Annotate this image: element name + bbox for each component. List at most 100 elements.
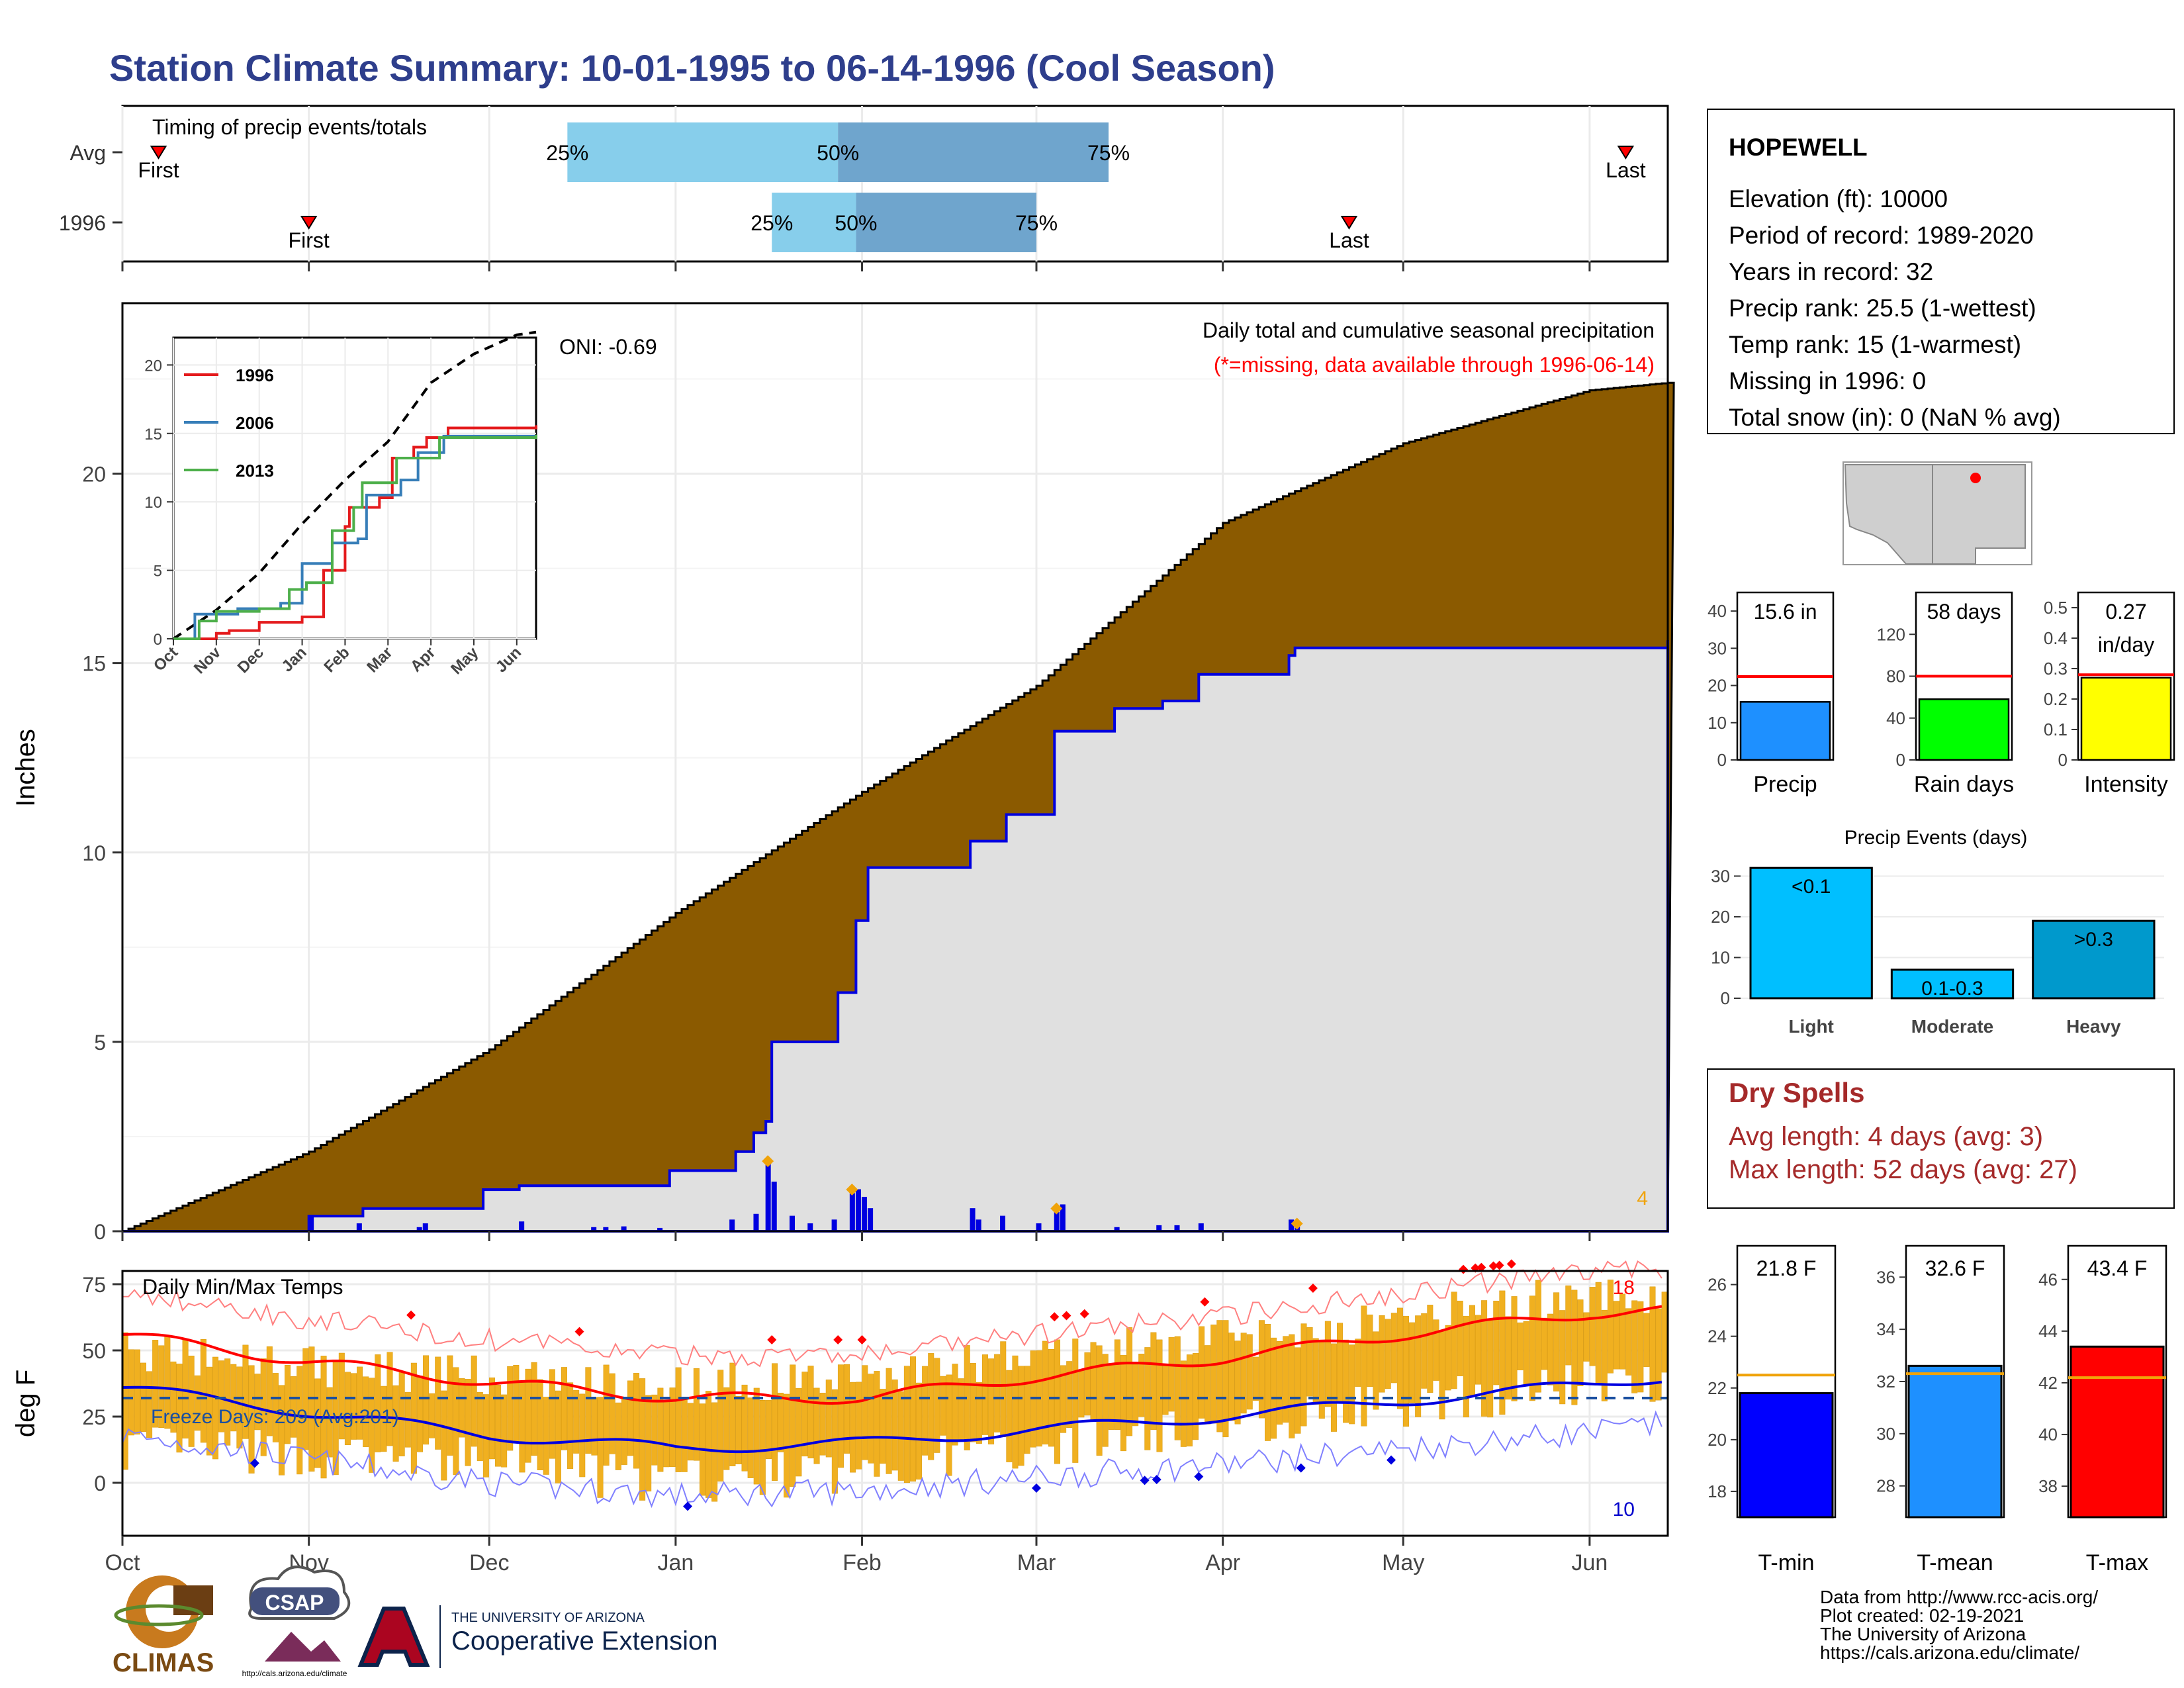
daily-temp-bar: [513, 1365, 520, 1443]
mini-bar-category-label: Precip: [1753, 772, 1817, 797]
daily-temp-bar: [1265, 1324, 1271, 1441]
daily-temp-bar: [351, 1373, 357, 1440]
mini-bar-tick-label: 30: [1707, 638, 1727, 658]
csap-url: http://cals.arizona.edu/climate: [242, 1669, 347, 1678]
temp-bar-tick-label: 44: [2038, 1321, 2058, 1341]
daily-temp-bar: [651, 1394, 658, 1466]
daily-precip-bar: [519, 1221, 525, 1232]
precip-ytick-label: 0: [94, 1220, 106, 1244]
daily-temp-bar: [1150, 1332, 1157, 1430]
daily-precip-bar: [1198, 1223, 1204, 1232]
mini-bar-chart: 0.27 in/day 0 0.1 0.2 0.3 0.4 0.5 Intensity: [2044, 591, 2175, 797]
daily-temp-bar: [759, 1399, 766, 1495]
daily-precip-bar: [422, 1223, 428, 1232]
temp-bar-tick-label: 36: [1876, 1267, 1895, 1287]
mini-bar-value-unit: in/day: [2098, 633, 2154, 657]
page-title: Station Climate Summary: 10-01-1995 to 0…: [109, 47, 1275, 89]
mini-bar-tick-label: 0.5: [2044, 598, 2068, 618]
timing-quantile-label: 50%: [817, 141, 859, 165]
daily-temp-bar: [555, 1390, 561, 1483]
record-max-line: [122, 1260, 1662, 1368]
temp-bar-value: [1739, 1392, 1834, 1519]
daily-temp-bar: [212, 1356, 219, 1460]
daily-temp-bar: [537, 1379, 543, 1470]
daily-temp-bar: [375, 1354, 381, 1452]
daily-temp-bar: [507, 1366, 514, 1451]
daily-precip-bar: [849, 1193, 855, 1232]
daily-temp-bar: [753, 1387, 760, 1485]
temp-bar-tick-label: 22: [1707, 1378, 1727, 1398]
record-high-marker: [1494, 1260, 1504, 1270]
precip-events-title: Precip Events (days): [1844, 827, 2028, 849]
timing-event-label: Last: [1329, 228, 1369, 252]
credit-line-2: Plot created: 02-19-2021: [1820, 1605, 2024, 1626]
daily-temp-bar: [1300, 1323, 1307, 1427]
month-axis: Oct Nov Dec Jan Feb Mar Apr May Jun: [105, 1536, 1608, 1575]
daily-temp-bar: [1349, 1344, 1355, 1425]
daily-temp-bar: [272, 1373, 279, 1442]
daily-temp-bar: [844, 1364, 850, 1454]
daily-temp-bar: [669, 1387, 676, 1467]
mini-bar-tick-label: 0: [1717, 750, 1727, 770]
daily-temp-bar: [970, 1362, 976, 1442]
record-high-marker: [1079, 1309, 1089, 1319]
timing-event-label: First: [138, 158, 179, 182]
daily-temp-bar: [1258, 1320, 1265, 1419]
timing-q50-q75-bar: [838, 122, 1109, 182]
inset-legend-label: 1996: [236, 365, 274, 385]
station-info-line: Total snow (in): 0 (NaN % avg): [1729, 404, 2061, 431]
daily-temp-bar: [981, 1354, 988, 1435]
station-box-frame: [1707, 109, 2175, 434]
daily-temp-bar: [1367, 1314, 1373, 1387]
daily-precip-bar: [790, 1215, 796, 1232]
inset-ytick-label: 10: [144, 494, 162, 512]
daily-temp-bar: [1174, 1336, 1181, 1440]
daily-temp-bar: [363, 1376, 369, 1447]
daily-temp-bar: [591, 1397, 598, 1456]
daily-temp-bar: [573, 1389, 580, 1454]
daily-temp-bar: [1216, 1320, 1223, 1432]
daily-temp-bar: [988, 1358, 995, 1444]
inset-ytick-label: 5: [154, 563, 162, 581]
daily-temp-bar: [1523, 1321, 1529, 1385]
daily-temp-bar: [543, 1397, 549, 1475]
month-tick-label: Jun: [1571, 1550, 1608, 1575]
temp-bar-tick-label: 30: [1876, 1424, 1895, 1444]
credit-line-4: https://cals.arizona.edu/climate/: [1820, 1642, 2079, 1663]
temp-panel: 0 25 50 75 Daily Min/Max Temps Freeze Days:…: [11, 1259, 1669, 1537]
daily-temp-bar: [482, 1394, 489, 1477]
mini-bar-tick-label: 10: [1707, 713, 1727, 733]
daily-temp-bar: [1373, 1331, 1379, 1410]
record-low-marker: [1194, 1472, 1204, 1481]
temp-ylabel: deg F: [11, 1370, 40, 1437]
mini-bar-tick-label: 40: [1886, 708, 1905, 728]
record-high-marker: [1506, 1259, 1516, 1269]
daily-temp-bar: [429, 1393, 435, 1438]
mini-bar-tick-label: 40: [1707, 601, 1727, 621]
daily-temp-bar: [1205, 1345, 1211, 1425]
precip-panel-frame: [121, 302, 1669, 1233]
temp-ytick-label: 75: [82, 1273, 106, 1297]
daily-temp-bar: [531, 1362, 537, 1456]
month-tick-label: Dec: [469, 1550, 509, 1575]
daily-max-marker: [762, 1155, 774, 1168]
temp-ytick-label: 0: [94, 1472, 106, 1495]
mini-bar-value-label: 15.6 in: [1753, 600, 1817, 624]
daily-temp-bar: [447, 1355, 453, 1456]
station-info-line: Missing in 1996: 0: [1729, 367, 1926, 395]
daily-temp-bar: [357, 1366, 363, 1440]
daily-temp-bar: [1355, 1338, 1361, 1387]
daily-temp-bar: [1493, 1300, 1500, 1385]
daily-temp-bar: [465, 1379, 471, 1466]
daily-max-marker: [1050, 1202, 1063, 1215]
daily-temp-bar: [1337, 1323, 1343, 1403]
precip-event-ytick: 0: [1721, 988, 1730, 1008]
month-tick-label: Oct: [105, 1550, 140, 1575]
daily-temp-bar: [1481, 1300, 1488, 1417]
timing-event-marker: [300, 216, 318, 230]
daily-precip-bar: [771, 1182, 777, 1232]
daily-temp-bar: [242, 1344, 249, 1439]
daily-temp-bar: [561, 1367, 567, 1450]
daily-temp-bar: [1060, 1365, 1067, 1433]
